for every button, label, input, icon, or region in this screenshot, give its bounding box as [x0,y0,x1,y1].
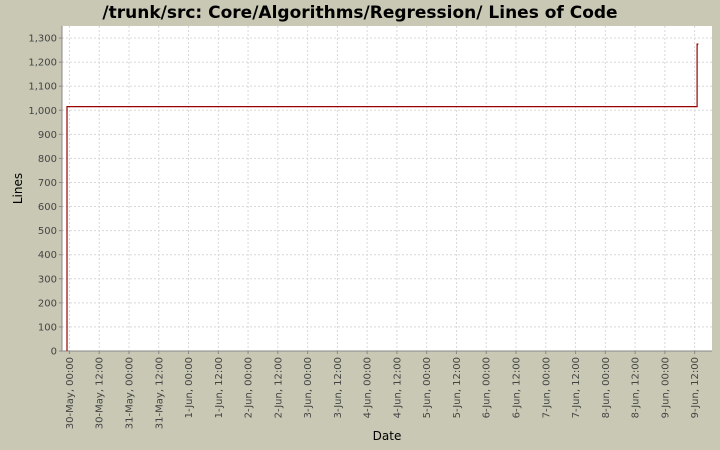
x-tick-label: 2-Jun, 00:00 [244,357,255,418]
series-line [66,43,699,351]
y-axis-label: Lines [11,173,25,204]
x-tick-label: 30-May, 12:00 [95,357,106,429]
x-axis-label: Date [373,429,402,443]
y-tick-label: 600 [38,202,57,213]
axes: 0 100 200 300 400 500 600 700 800 900 1,000 1,100 1,… [28,26,712,429]
x-tick-label: 2-Jun, 12:00 [273,357,284,418]
y-tick-label: 500 [38,226,57,237]
plot-area [62,26,712,351]
series-layer [66,43,699,351]
chart-title: /trunk/src: Core/Algorithms/Regression/ … [102,3,618,23]
y-tick-label: 800 [38,154,57,165]
y-tick-label: 300 [38,274,57,285]
y-tick-label: 1,200 [28,58,57,69]
x-tick-label: 1-Jun, 12:00 [214,357,225,418]
y-tick-label: 100 [38,322,57,333]
x-tick-label: 4-Jun, 12:00 [392,357,403,418]
y-tick-label: 1,000 [28,106,57,117]
grid-lines [62,26,712,352]
x-tick-label: 3-Jun, 00:00 [303,357,314,418]
y-tick-label: 1,100 [28,82,57,93]
x-tick-label: 8-Jun, 12:00 [631,357,642,418]
x-tick-label: 6-Jun, 12:00 [512,357,523,418]
x-tick-label: 8-Jun, 00:00 [601,357,612,418]
x-tick-label: 3-Jun, 12:00 [333,357,344,418]
y-tick-label: 200 [38,298,57,309]
x-tick-label: 7-Jun, 12:00 [571,357,582,418]
y-tick-label: 1,300 [28,34,57,45]
y-tick-label: 400 [38,250,57,261]
y-tick-label: 0 [51,347,57,358]
x-tick-label: 6-Jun, 00:00 [482,357,493,418]
x-tick-label: 31-May, 12:00 [154,357,165,429]
x-tick-label: 31-May, 00:00 [124,357,135,429]
x-tick-label: 4-Jun, 00:00 [363,357,374,418]
x-tick-label: 1-Jun, 00:00 [184,357,195,418]
y-tick-label: 900 [38,130,57,141]
y-tick-label: 700 [38,178,57,189]
x-tick-label: 30-May, 00:00 [65,357,76,429]
x-tick-label: 5-Jun, 00:00 [422,357,433,418]
x-tick-label: 5-Jun, 12:00 [452,357,463,418]
x-tick-label: 9-Jun, 00:00 [660,357,671,418]
x-tick-label: 9-Jun, 12:00 [690,357,701,418]
x-tick-label: 7-Jun, 00:00 [541,357,552,418]
